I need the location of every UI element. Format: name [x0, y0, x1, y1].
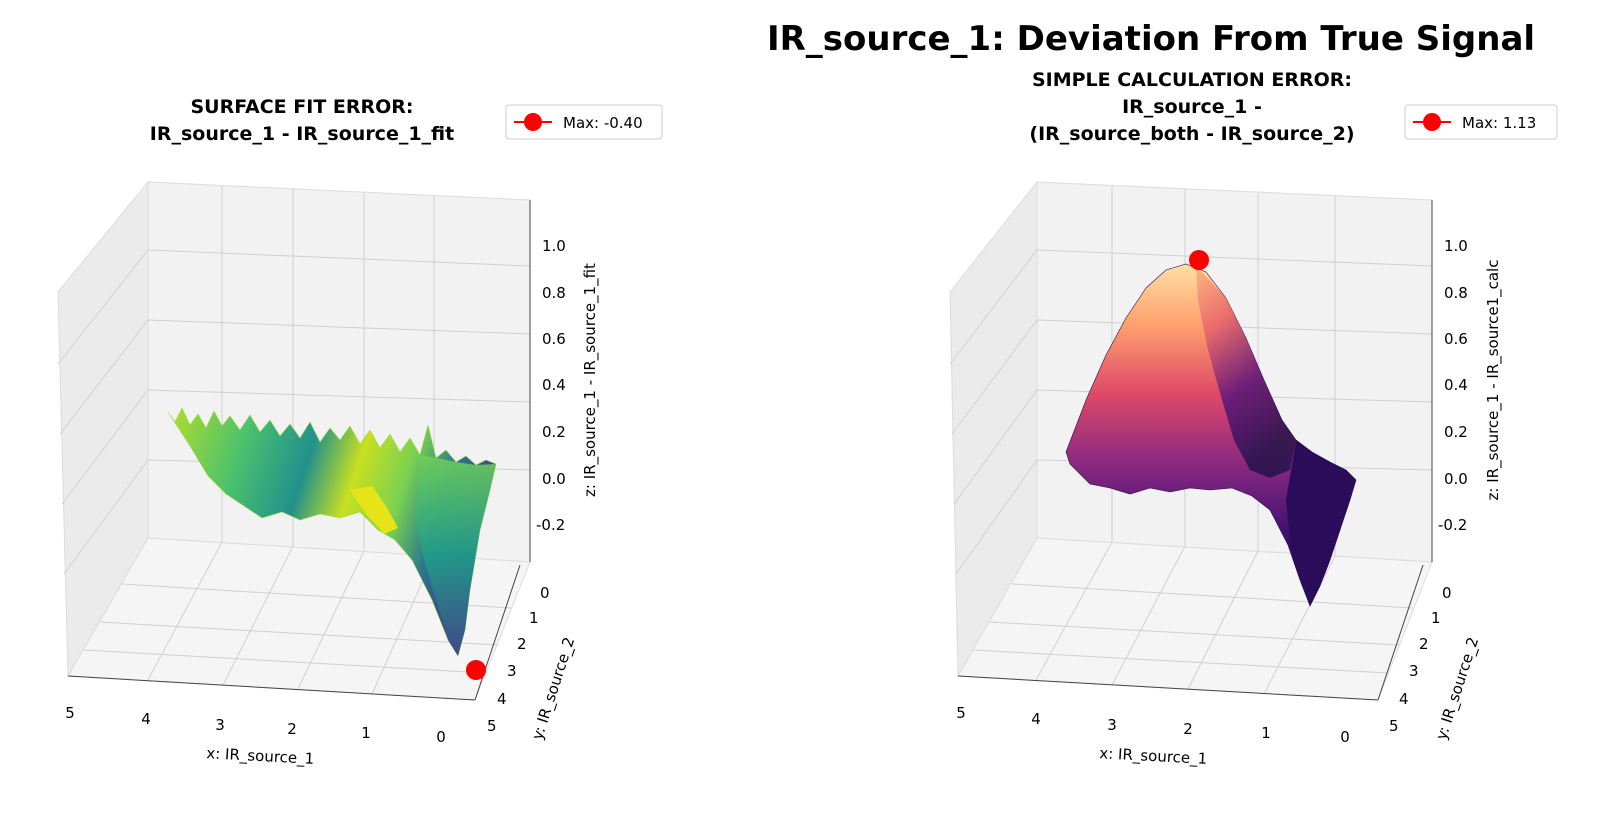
- y-tick-label: 5: [487, 717, 497, 735]
- y-tick-label: 0: [540, 584, 550, 602]
- y-tick-label: 3: [507, 662, 517, 680]
- z-tick-label: 0.2: [1444, 423, 1468, 441]
- legend-box: [505, 104, 663, 140]
- ridge-face: [1196, 266, 1296, 478]
- x-tick-label: 2: [287, 720, 297, 738]
- x-tick-label: 1: [361, 724, 371, 742]
- figure-suptitle: IR_source_1: Deviation From True Signal: [767, 19, 1535, 59]
- z-tick-label: 0.6: [542, 330, 566, 348]
- surface-dip-region: [1286, 440, 1356, 606]
- x-tick-labels: 5 4 3 2 1 0: [65, 704, 446, 746]
- x-axis-label: x: IR_source_1: [1099, 744, 1208, 769]
- z-tick-label: -0.2: [1438, 516, 1467, 534]
- z-tick-label: 0.4: [542, 376, 566, 394]
- y-tick-label: 4: [497, 690, 507, 708]
- legend-marker: [524, 113, 542, 131]
- x-tick-labels: 5 4 3 2 1 0: [956, 704, 1350, 746]
- x-tick-label: 1: [1261, 724, 1271, 742]
- z-tick-label: 0.8: [542, 284, 566, 302]
- surface-highlight-patch: [350, 486, 398, 534]
- panel-title-line: SIMPLE CALCULATION ERROR:: [1032, 69, 1352, 91]
- y-tick-label: 5: [1389, 717, 1399, 735]
- x-axis-line: [67, 675, 476, 701]
- legend-box: [1404, 104, 1558, 140]
- z-tick-label: -0.2: [536, 516, 565, 534]
- panel-title-line: IR_source_1 -: [1122, 96, 1262, 118]
- x-tick-label: 4: [1031, 710, 1041, 728]
- legend: Max: -0.40: [505, 104, 663, 140]
- z-tick-labels: 1.0 0.8 0.6 0.4 0.2 0.0 -0.2: [536, 237, 566, 534]
- panel-title-line: IR_source_1 - IR_source_1_fit: [150, 123, 454, 145]
- x-tick-label: 4: [141, 710, 151, 728]
- x-axis-line: [957, 675, 1379, 701]
- panel-title-line: SURFACE FIT ERROR:: [190, 96, 413, 118]
- y-axis-line: [1377, 564, 1424, 701]
- x-tick-label: 3: [1107, 716, 1117, 734]
- z-tick-label: 1.0: [542, 237, 566, 255]
- grid-lines: [57, 185, 531, 695]
- legend: Max: 1.13: [1404, 104, 1558, 140]
- z-axis-label: z: IR_source_1 - IR_source1_calc: [1484, 260, 1503, 501]
- simple-calc-panel: 5 4 3 2 1 0 x: IR_source_1 0 1 2 3 4 5 y…: [949, 69, 1558, 769]
- y-axis-label: y: IR_source_2: [528, 635, 579, 742]
- max-point-marker: [1189, 250, 1209, 270]
- y-tick-label: 2: [517, 635, 527, 653]
- legend-label: Max: -0.40: [563, 114, 643, 132]
- legend-marker: [1423, 113, 1441, 131]
- z-tick-label: 1.0: [1444, 237, 1468, 255]
- z-tick-label: 0.2: [542, 423, 566, 441]
- surface-fit-panel: 5 4 3 2 1 0 x: IR_source_1 0 1 2 3 4 5 y…: [57, 96, 663, 769]
- surface-fit-error-surface: [167, 407, 497, 657]
- x-tick-label: 0: [1340, 728, 1350, 746]
- x-tick-label: 5: [65, 704, 75, 722]
- x-tick-label: 5: [956, 704, 966, 722]
- z-tick-label: 0.4: [1444, 376, 1468, 394]
- y-tick-label: 1: [529, 609, 539, 627]
- y-tick-label: 1: [1431, 609, 1441, 627]
- panel-title-line: (IR_source_both - IR_source_2): [1029, 123, 1354, 145]
- y-tick-label: 0: [1442, 584, 1452, 602]
- z-tick-label: 0.8: [1444, 284, 1468, 302]
- y-tick-labels: 0 1 2 3 4 5: [1389, 584, 1452, 735]
- y-tick-label: 4: [1399, 690, 1409, 708]
- y-tick-label: 3: [1409, 662, 1419, 680]
- z-axis-label: z: IR_source_1 - IR_source_1_fit: [581, 263, 600, 497]
- z-tick-label: 0.0: [1444, 470, 1468, 488]
- x-tick-label: 3: [215, 716, 225, 734]
- legend-label: Max: 1.13: [1462, 114, 1536, 132]
- x-tick-label: 2: [1183, 720, 1193, 738]
- z-tick-label: 0.0: [542, 470, 566, 488]
- y-tick-label: 2: [1419, 635, 1429, 653]
- z-tick-label: 0.6: [1444, 330, 1468, 348]
- x-tick-label: 0: [436, 728, 446, 746]
- max-point-marker: [466, 660, 486, 680]
- y-tick-labels: 0 1 2 3 4 5: [487, 584, 550, 735]
- surface-dip-region: [415, 455, 496, 656]
- y-axis-label: y: IR_source_2: [1432, 635, 1483, 742]
- x-axis-label: x: IR_source_1: [206, 744, 315, 769]
- z-tick-labels: 1.0 0.8 0.6 0.4 0.2 0.0 -0.2: [1438, 237, 1468, 534]
